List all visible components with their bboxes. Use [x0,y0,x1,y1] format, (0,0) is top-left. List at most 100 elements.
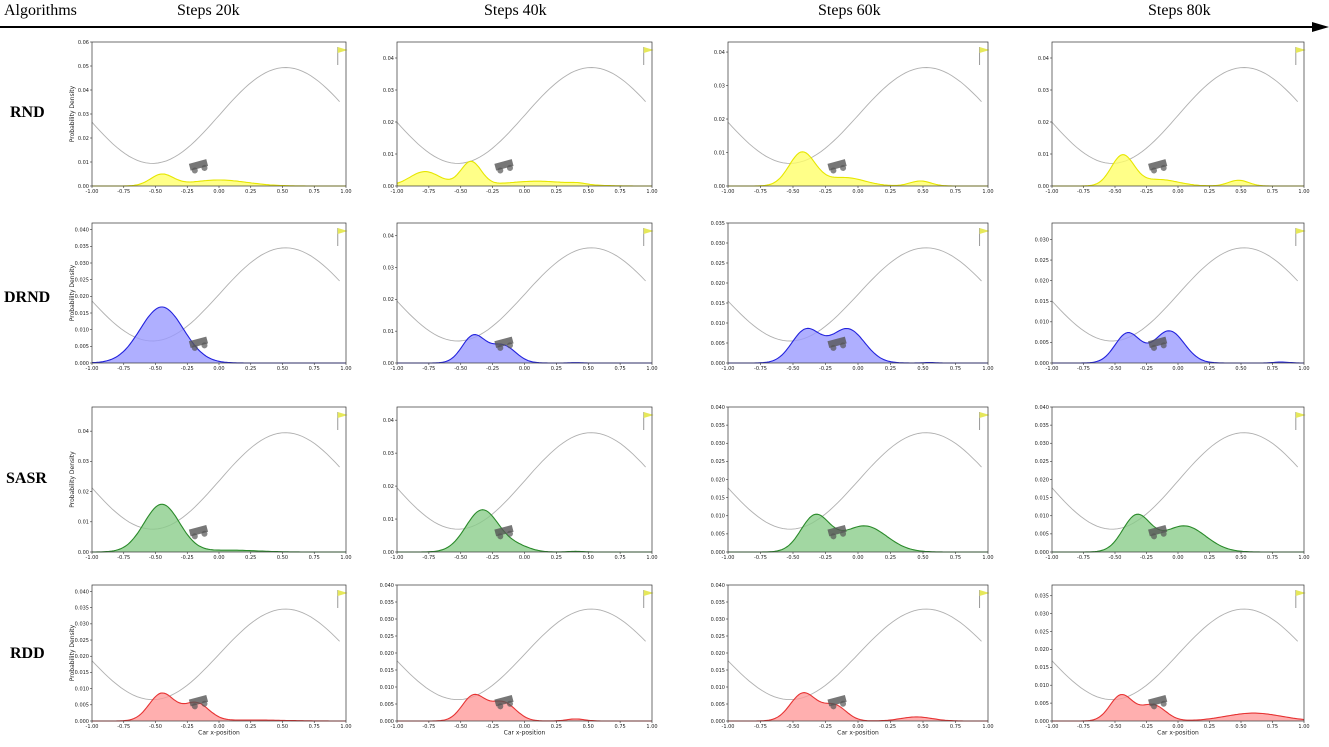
steps-header-20k: Steps 20k [177,2,240,19]
car-wheel [506,530,513,537]
x-tick-label: -1.00 [722,724,735,730]
x-tick-label: 1.00 [982,366,993,372]
mountain-track [727,432,982,530]
x-tick-label: 0.75 [1267,189,1278,195]
y-tick-label: 0.03 [383,88,394,94]
x-tick-label: 0.75 [309,724,320,730]
y-tick-label: 0.010 [711,685,725,691]
y-tick-label: 0.020 [711,477,725,483]
car-wheel [830,703,837,710]
y-tick-label: 0.02 [78,489,89,495]
y-tick-label: 0.06 [78,40,89,46]
y-tick-label: 0.015 [380,668,394,674]
y-tick-label: 0.00 [383,550,394,556]
x-tick-label: -0.25 [181,724,194,730]
x-tick-label: 0.00 [852,366,863,372]
x-tick-label: 0.75 [309,366,320,372]
y-tick-label: 0.01 [383,152,394,158]
y-tick-label: 0.04 [383,234,394,240]
x-tick-label: 0.50 [277,189,288,195]
x-tick-label: -0.25 [819,555,832,561]
y-tick-label: 0.005 [1035,701,1049,707]
x-tick-label: 0.00 [213,366,224,372]
car-icon [494,336,514,351]
y-tick-label: 0.010 [1035,514,1049,520]
car-wheel [497,533,504,540]
x-tick-label: -0.75 [754,366,767,372]
car-icon [1148,694,1168,710]
car-wheel [506,164,513,171]
axes-frame [396,584,653,722]
y-tick-label: 0.01 [383,517,394,523]
x-tick-label: 0.00 [1172,555,1183,561]
y-tick-label: 0.000 [711,550,725,556]
car-body [827,694,847,707]
flag-icon [337,47,348,53]
mountain-track [396,432,646,530]
axes-frame [1051,41,1305,187]
axes-frame [396,406,653,553]
y-tick-label: 0.005 [1035,340,1049,346]
x-tick-label: -1.00 [391,366,404,372]
y-tick-label: 0.040 [380,583,394,589]
x-tick-label: -1.00 [86,366,99,372]
car-body [494,336,514,348]
y-tick-label: 0.030 [75,622,89,628]
car-wheel [1151,533,1158,540]
car-wheel [497,167,504,174]
mountain-track [727,67,982,164]
x-tick-label: -0.75 [754,724,767,730]
x-tick-label: 0.75 [1267,555,1278,561]
x-tick-label: 0.25 [551,724,562,730]
x-tick-label: 0.75 [950,555,961,561]
car-wheel [1160,342,1167,349]
flag-icon [1295,47,1306,53]
y-tick-label: 0.015 [711,668,725,674]
x-tick-label: -0.25 [819,724,832,730]
x-tick-label: 0.75 [615,189,626,195]
car-icon [188,694,209,710]
x-tick-label: 0.25 [245,366,256,372]
flag-icon [1295,590,1306,596]
steps-header-80k: Steps 80k [1148,2,1211,19]
y-tick-label: 0.005 [380,702,394,708]
panel-rnd-20k: -1.00 -0.75 -0.50 -0.25 0.00 0.25 0.50 0.75 1.00… [69,40,352,195]
x-tick-label: -0.25 [181,189,194,195]
car-body [188,694,209,707]
x-tick-label: -0.25 [1140,724,1153,730]
y-tick-label: 0.00 [78,184,89,190]
panel-rdd-40k: -1.00 -0.75 -0.50 -0.25 0.00 0.25 0.50 0.75 1.00… [380,583,658,737]
row-label-rdd: RDD [10,645,45,662]
y-tick-label: 0.000 [1035,550,1049,556]
y-tick-label: 0.040 [711,405,725,411]
y-tick-label: 0.01 [383,329,394,335]
y-tick-label: 0.025 [711,459,725,465]
panel-rnd-80k: -1.00 -0.75 -0.50 -0.25 0.00 0.25 0.50 0.75 1.00… [1038,41,1310,195]
car-icon [1148,524,1168,540]
x-tick-label: 0.75 [615,555,626,561]
y-axis-label: Probability Density [69,451,76,508]
y-tick-label: 0.035 [1035,423,1049,429]
x-tick-label: -0.50 [1109,555,1122,561]
density-line [1052,154,1304,187]
car-body [188,524,209,537]
y-tick-label: 0.020 [75,654,89,660]
car-body [188,336,209,348]
x-tick-label: -0.50 [787,366,800,372]
car-wheel [1151,703,1158,710]
y-tick-label: 0.030 [1035,237,1049,243]
y-tick-label: 0.00 [714,184,725,190]
y-tick-label: 0.015 [75,670,89,676]
panel-sasr-60k: -1.00 -0.75 -0.50 -0.25 0.00 0.25 0.50 0.75 1.00… [711,405,994,561]
mountain-track [1051,432,1299,530]
mountain-track [396,608,646,701]
density-area [92,504,346,552]
x-tick-label: 1.00 [982,724,993,730]
x-tick-label: 0.25 [245,189,256,195]
y-tick-label: 0.030 [1035,441,1049,447]
density-line [397,693,652,722]
x-tick-label: -1.00 [86,555,99,561]
x-tick-label: 0.00 [519,189,530,195]
flag-icon [643,590,654,596]
